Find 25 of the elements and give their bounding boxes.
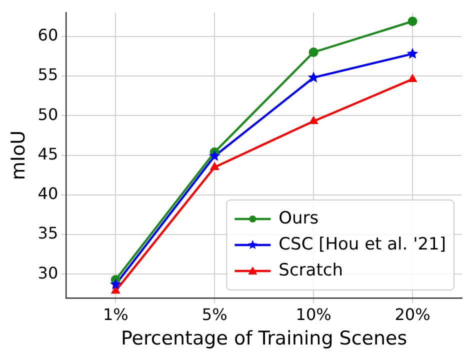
- point: [408, 16, 418, 26]
- x-tick-label: 1%: [102, 304, 128, 324]
- x-tick-label: 10%: [296, 304, 332, 324]
- point: [110, 278, 122, 290]
- y-axis-title: mIoU: [7, 130, 30, 180]
- y-tick-label: 40: [38, 184, 58, 204]
- point: [111, 286, 120, 294]
- legend-label: CSC [Hou et al. '21]: [278, 234, 446, 254]
- point: [309, 116, 318, 124]
- y-tick-label: 30: [38, 263, 58, 282]
- x-tick-label: 20%: [394, 304, 430, 324]
- y-tick-label: 45: [38, 144, 58, 164]
- point: [208, 150, 220, 161]
- point: [308, 47, 318, 57]
- y-tick-label: 60: [38, 26, 58, 45]
- x-tick-label: 5%: [202, 304, 228, 324]
- x-axis-title: Percentage of Training Scenes: [121, 328, 408, 350]
- y-tick-label: 50: [38, 104, 58, 124]
- point: [406, 48, 418, 59]
- point: [408, 74, 417, 82]
- legend-label: Ours: [278, 208, 319, 228]
- point: [210, 162, 219, 170]
- y-tick-label: 35: [38, 224, 58, 243]
- y-tick-label: 55: [38, 65, 58, 84]
- legend-label: Scratch: [278, 260, 343, 280]
